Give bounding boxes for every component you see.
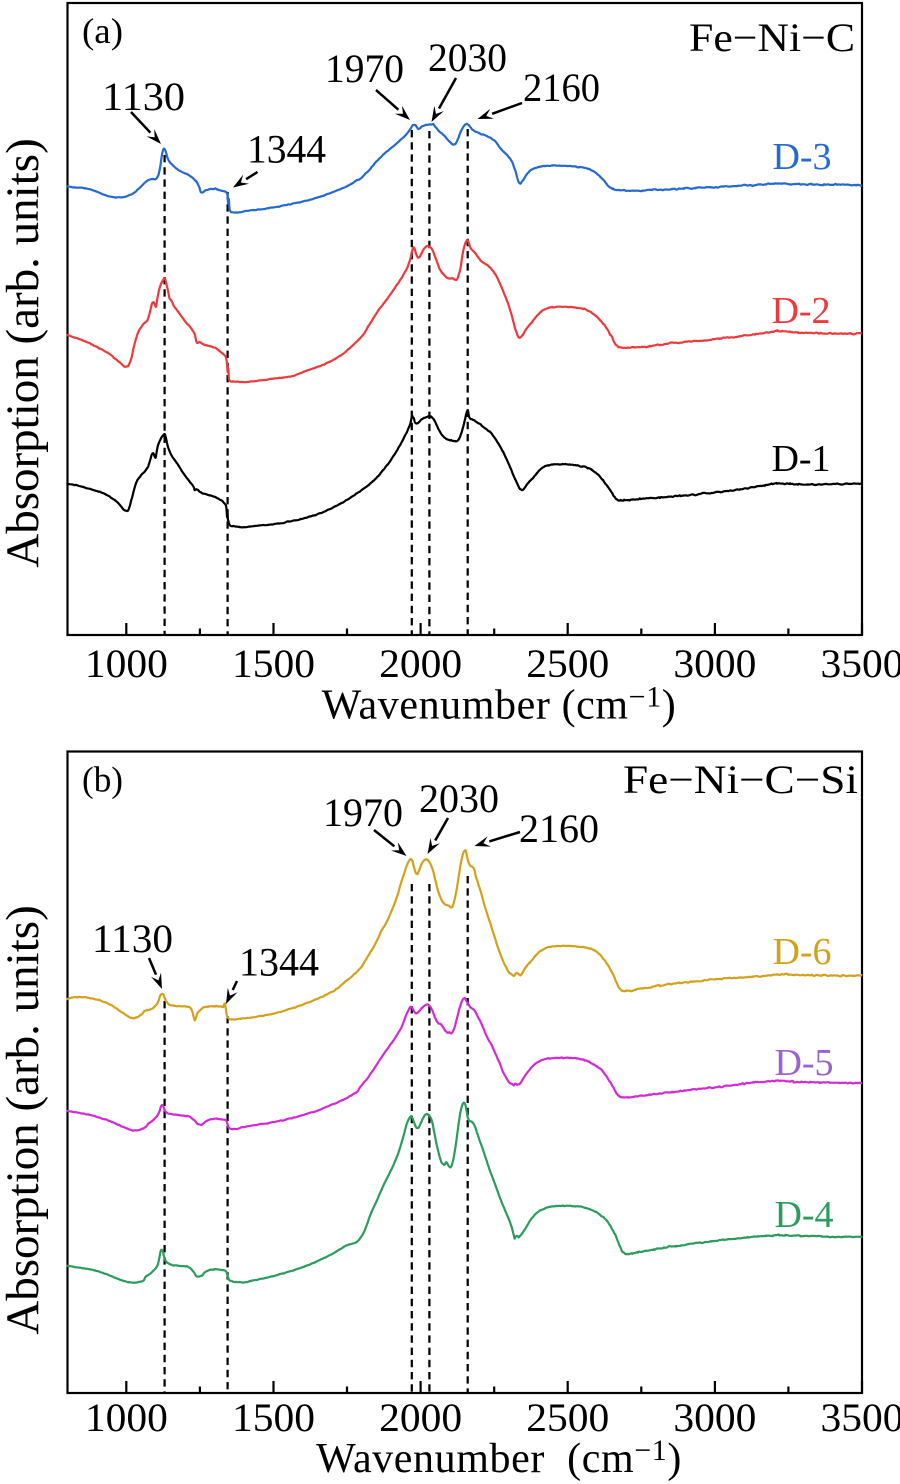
svg-text:Absorption (arb. units): Absorption (arb. units) (0, 138, 49, 567)
svg-text:Fe−Ni−C: Fe−Ni−C (689, 15, 855, 60)
svg-text:2160: 2160 (523, 65, 600, 110)
svg-text:2030: 2030 (428, 35, 507, 80)
svg-text:1000: 1000 (85, 641, 168, 686)
svg-text:Absorption (arb. units): Absorption (arb. units) (0, 905, 49, 1334)
svg-text:D-3: D-3 (772, 136, 831, 178)
svg-text:3500: 3500 (820, 1395, 900, 1440)
svg-text:3000: 3000 (673, 641, 756, 686)
svg-text:1970: 1970 (323, 790, 403, 835)
svg-text:2030: 2030 (419, 776, 499, 821)
svg-text:1344: 1344 (239, 940, 319, 985)
svg-text:3000: 3000 (673, 1395, 756, 1440)
svg-text:1130: 1130 (102, 74, 185, 119)
svg-text:2000: 2000 (379, 1395, 462, 1440)
svg-text:D-5: D-5 (774, 1042, 833, 1084)
svg-text:Fe−Ni−C−Si: Fe−Ni−C−Si (623, 757, 858, 802)
svg-text:2500: 2500 (526, 1395, 609, 1440)
svg-text:Wavenumber (cm−1): Wavenumber (cm−1) (322, 681, 677, 729)
svg-text:(b): (b) (82, 760, 123, 800)
svg-text:1500: 1500 (232, 641, 315, 686)
svg-text:D-1: D-1 (771, 438, 830, 480)
svg-text:D-4: D-4 (774, 1194, 833, 1236)
svg-text:1130: 1130 (92, 916, 173, 961)
svg-text:(a): (a) (82, 11, 123, 51)
svg-text:Wavenumber (cm−1): Wavenumber (cm−1) (316, 1434, 682, 1482)
svg-text:1000: 1000 (85, 1395, 168, 1440)
svg-text:2160: 2160 (519, 806, 599, 851)
svg-text:1970: 1970 (325, 46, 404, 91)
svg-text:D-2: D-2 (771, 290, 830, 332)
svg-text:1500: 1500 (232, 1395, 315, 1440)
svg-text:1344: 1344 (247, 127, 326, 172)
svg-text:2000: 2000 (379, 641, 462, 686)
svg-text:2500: 2500 (526, 641, 609, 686)
svg-text:D-6: D-6 (772, 931, 831, 973)
svg-text:3500: 3500 (820, 641, 900, 686)
